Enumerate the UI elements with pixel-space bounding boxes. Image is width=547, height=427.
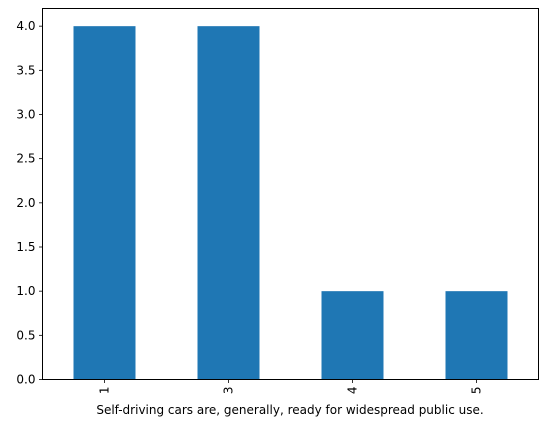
x-tick-label-3: 3 xyxy=(222,387,236,395)
y-tick-label-3.0: 3.0 xyxy=(16,108,35,122)
y-tick-label-0.5: 0.5 xyxy=(16,328,35,342)
x-tick-label-5: 5 xyxy=(470,387,484,395)
x-axis-label: Self-driving cars are, generally, ready … xyxy=(96,403,483,417)
y-tick-label-0.0: 0.0 xyxy=(16,373,35,387)
bar-3 xyxy=(197,26,260,380)
x-tick-label-4: 4 xyxy=(346,387,360,395)
y-tick-label-1.5: 1.5 xyxy=(16,240,35,254)
x-axis: 1 3 4 5 xyxy=(98,379,484,395)
y-tick-label-4.0: 4.0 xyxy=(16,19,35,33)
bar-5 xyxy=(445,291,508,380)
y-tick-label-1.0: 1.0 xyxy=(16,284,35,298)
plot-frame xyxy=(42,8,539,380)
y-tick-label-2.0: 2.0 xyxy=(16,196,35,210)
x-tick-label-1: 1 xyxy=(98,387,112,395)
bar-4 xyxy=(321,291,384,380)
y-tick-label-3.5: 3.5 xyxy=(16,63,35,77)
bar-1 xyxy=(73,26,136,380)
y-axis: 0.0 0.5 1.0 1.5 2.0 2.5 3.0 3.5 4.0 xyxy=(16,19,43,387)
bars-group xyxy=(73,26,508,380)
y-tick-label-2.5: 2.5 xyxy=(16,152,35,166)
